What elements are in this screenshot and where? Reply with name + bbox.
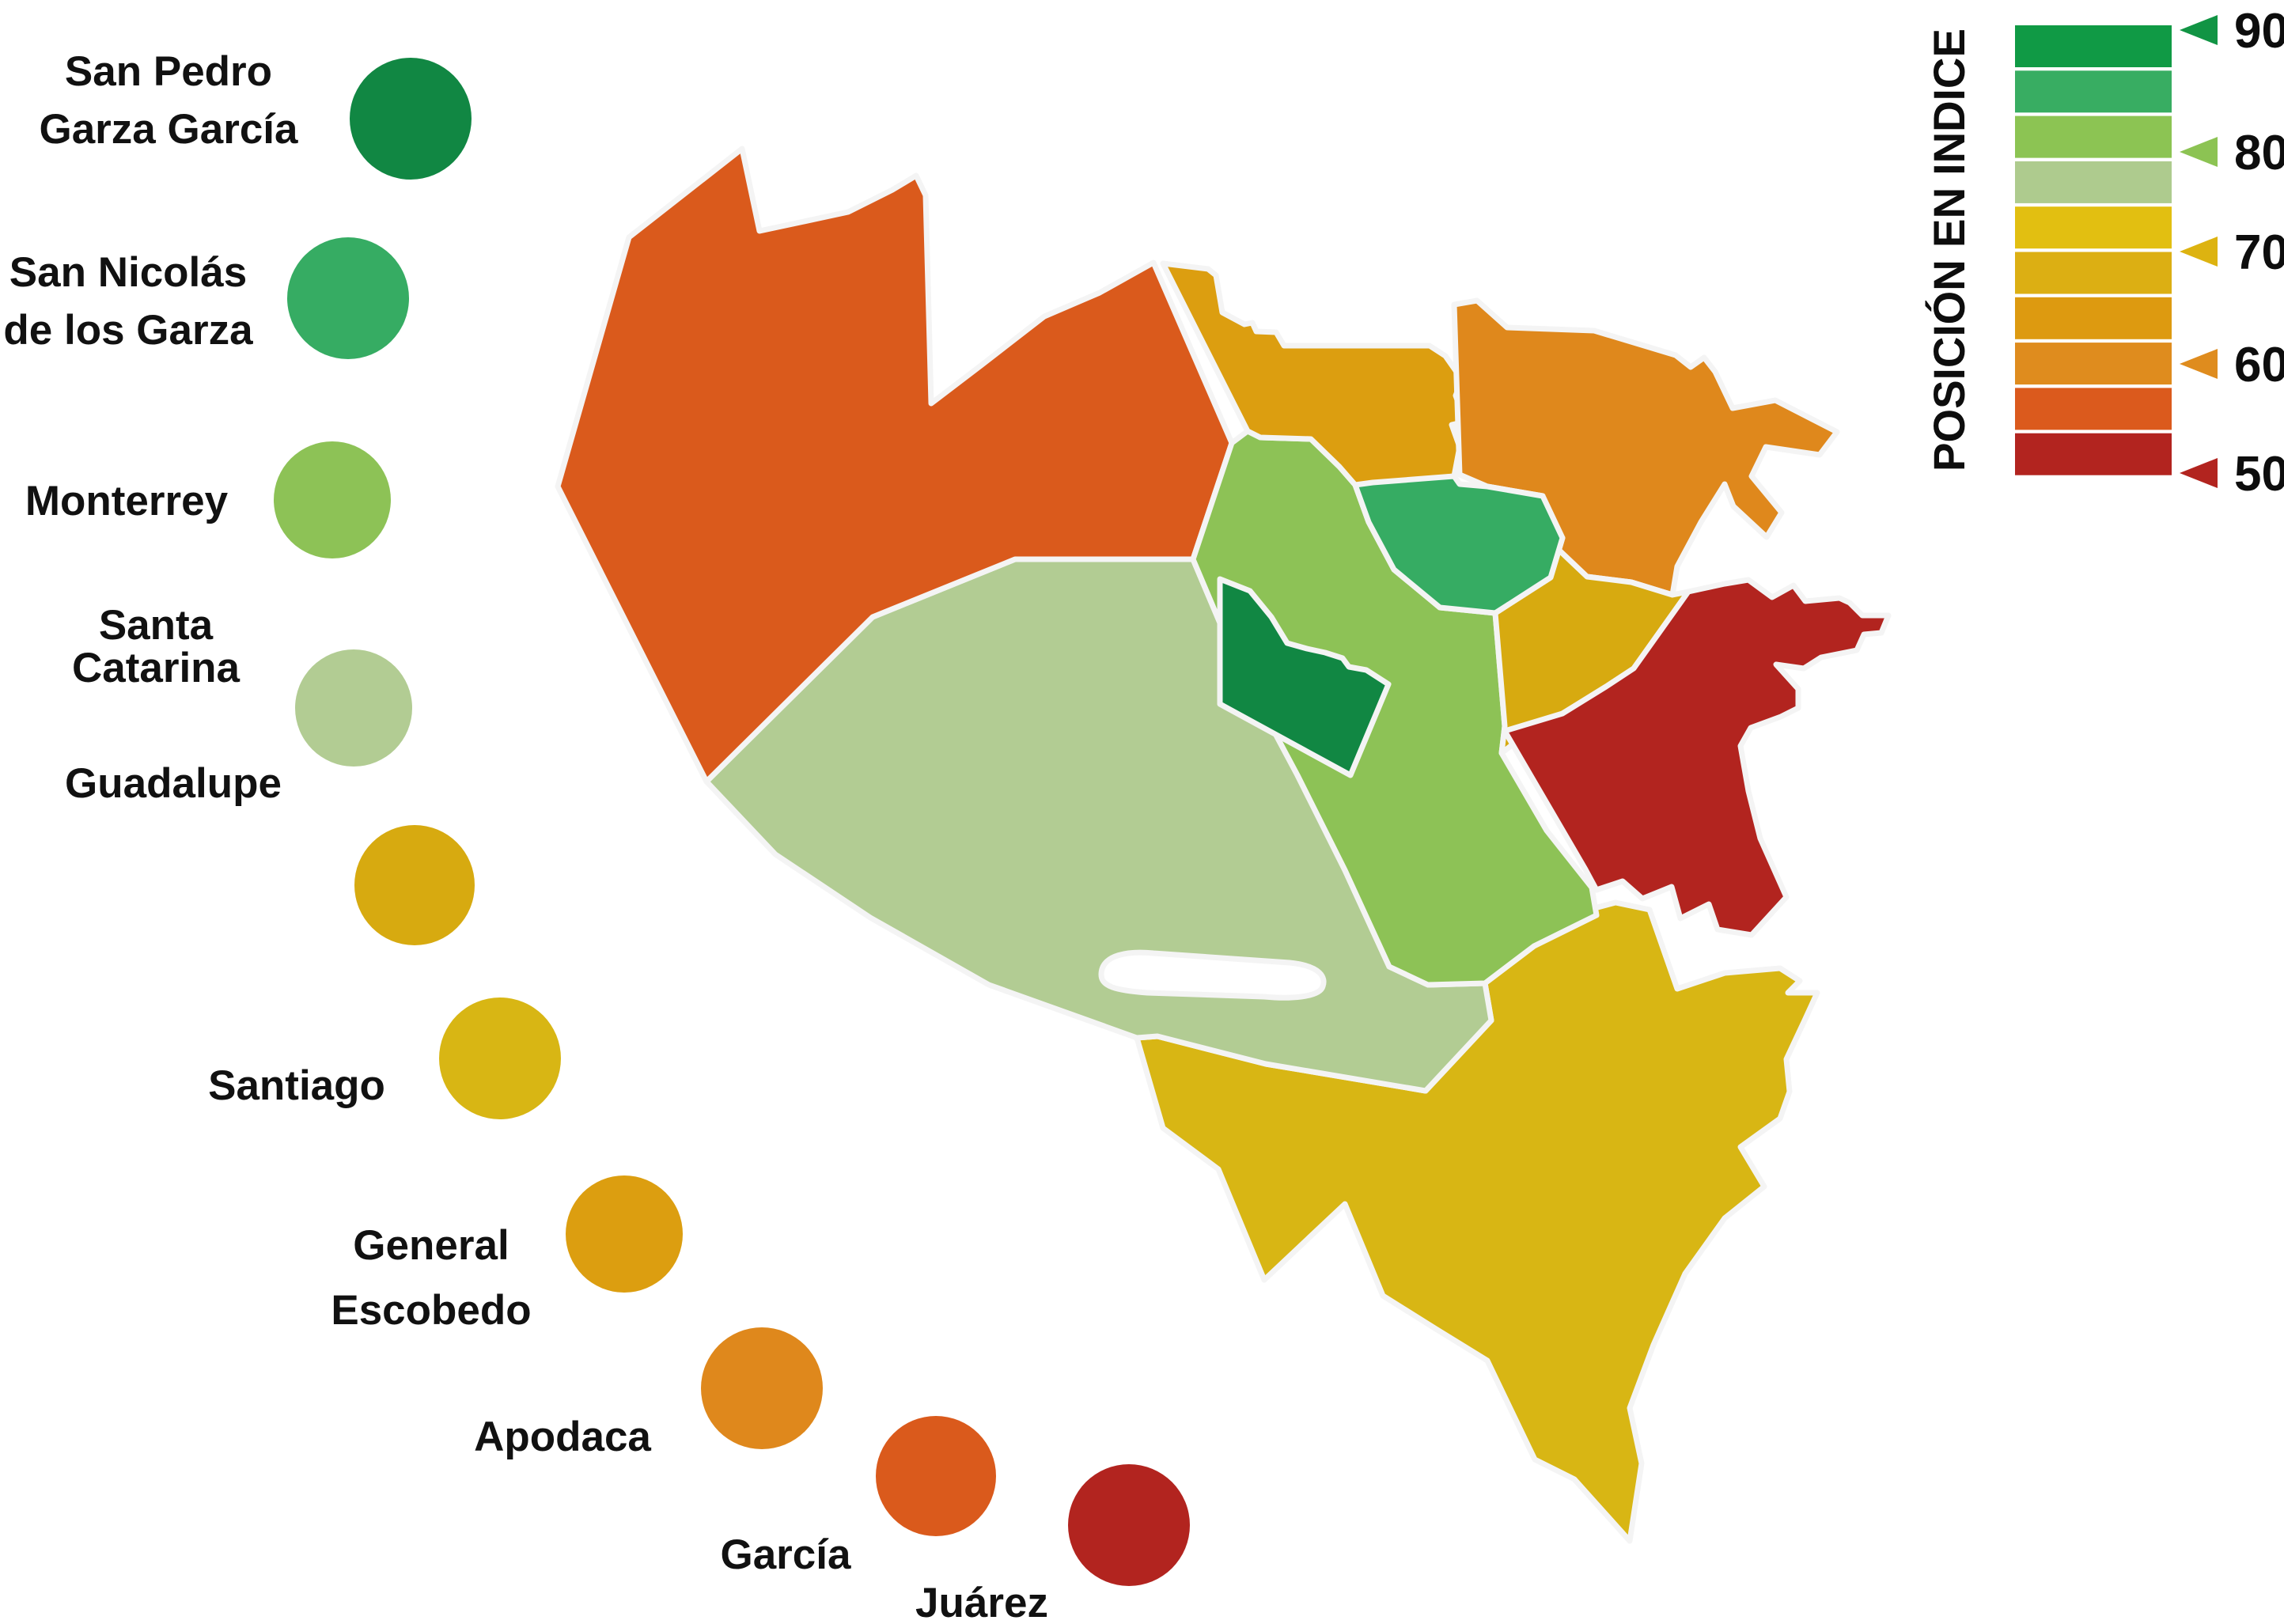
label-santa-catarina-line1: Santa xyxy=(99,602,214,649)
rank-circle-juarez xyxy=(1068,1464,1190,1586)
municipality-legend: San Pedro Garza García San Nicolás de los G… xyxy=(3,48,1190,1624)
scale-title: POSICIÓN EN INDICE xyxy=(1924,28,1974,471)
scale-band-5 xyxy=(2015,206,2172,249)
rank-circle-santiago xyxy=(439,997,561,1119)
scale-color-bands xyxy=(2015,25,2172,475)
scale-band-10 xyxy=(2015,433,2172,475)
rank-circle-apodaca xyxy=(701,1327,823,1449)
label-juarez-line1: Juárez xyxy=(915,1580,1048,1624)
scale-arrow-70 xyxy=(2180,237,2218,267)
rank-circle-guadalupe xyxy=(354,825,475,945)
scale-band-9 xyxy=(2015,388,2172,430)
scale-band-8 xyxy=(2015,343,2172,385)
scale-band-7 xyxy=(2015,297,2172,339)
label-san-nicolas-de-los-garza-line1: San Nicolás xyxy=(9,249,247,296)
label-general-escobedo-line2: Escobedo xyxy=(331,1287,531,1334)
scale-band-3 xyxy=(2015,115,2172,158)
scale-value-90: 90 xyxy=(2234,4,2284,59)
rank-circle-santa-catarina xyxy=(295,649,412,767)
scale-arrow-60 xyxy=(2180,349,2218,379)
scale-band-1 xyxy=(2015,25,2172,67)
rank-circle-san-nicolas-de-los-garza xyxy=(287,237,409,359)
label-apodaca-line1: Apodaca xyxy=(474,1414,651,1460)
label-san-nicolas-de-los-garza-line2: de los Garza xyxy=(3,307,253,354)
scale-value-80: 80 xyxy=(2234,126,2284,180)
label-monterrey-line1: Monterrey xyxy=(25,478,229,524)
label-san-pedro-garza-garcia-line2: Garza García xyxy=(39,106,298,153)
scale-arrow-50 xyxy=(2180,458,2218,488)
label-general-escobedo-line1: General xyxy=(353,1222,509,1269)
scale-band-6 xyxy=(2015,252,2172,294)
water-hole xyxy=(1098,949,1327,1001)
region-san-nicolas-de-los-garza xyxy=(1352,473,1566,616)
scale-arrow-90 xyxy=(2180,15,2218,45)
scale-ticks: 90 80 70 60 50 xyxy=(2180,4,2284,502)
rank-circle-san-pedro-garza-garcia xyxy=(350,58,472,180)
region-san-pedro-garza-garcia xyxy=(1217,576,1392,778)
label-guadalupe-line1: Guadalupe xyxy=(65,760,282,807)
label-garcia-line1: García xyxy=(720,1531,851,1578)
scale-value-60: 60 xyxy=(2234,338,2284,392)
rank-circle-general-escobedo xyxy=(566,1175,683,1293)
region-garcia xyxy=(555,146,1235,785)
label-santa-catarina-line2: Catarina xyxy=(72,645,241,691)
label-santiago-line1: Santiago xyxy=(208,1062,385,1109)
label-san-pedro-garza-garcia-line1: San Pedro xyxy=(65,48,272,95)
rank-circle-garcia xyxy=(876,1416,996,1536)
scale-arrow-80 xyxy=(2180,137,2218,167)
municipality-map xyxy=(555,146,1892,1544)
scale-value-50: 50 xyxy=(2234,447,2284,502)
scale-band-2 xyxy=(2015,70,2172,113)
scale-band-4 xyxy=(2015,161,2172,203)
scale-value-70: 70 xyxy=(2234,225,2284,280)
index-scale-legend: POSICIÓN EN INDICE 90 80 70 60 50 xyxy=(1924,4,2284,502)
rank-circle-monterrey xyxy=(274,441,391,558)
region-juarez xyxy=(1502,577,1892,938)
